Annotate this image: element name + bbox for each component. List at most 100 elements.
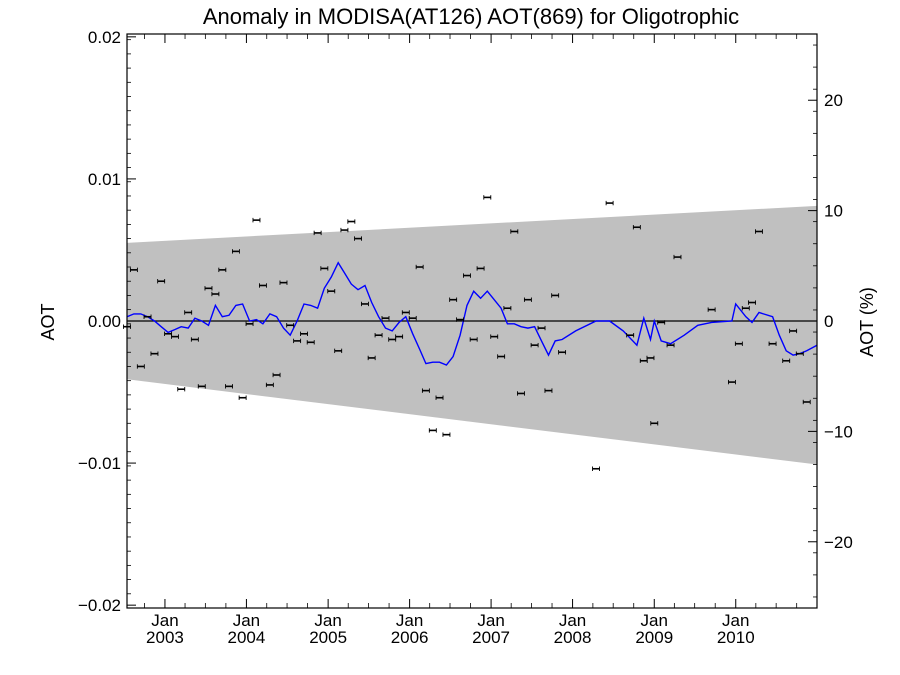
data-point	[347, 219, 356, 224]
data-point	[334, 348, 343, 354]
data-point	[143, 314, 152, 319]
x-tick-label-month: Jan	[396, 611, 423, 630]
data-point	[401, 310, 410, 315]
data-point	[381, 315, 390, 321]
y-tick-label: 0.00	[88, 312, 121, 331]
x-tick-label-year: 2004	[228, 628, 266, 647]
data-point	[782, 358, 791, 363]
smoothed-line-layer	[126, 261, 818, 366]
data-point	[537, 325, 546, 331]
data-point	[300, 331, 308, 336]
data-point	[327, 288, 336, 294]
data-point	[666, 342, 675, 348]
data-point	[802, 399, 811, 405]
uncertainty-band-layer	[127, 205, 817, 465]
data-point	[523, 297, 532, 302]
y2-tick-label: 10	[824, 202, 843, 221]
data-point	[171, 334, 179, 339]
x-tick-label-month: Jan	[722, 611, 749, 630]
data-point	[374, 333, 383, 338]
axes-layer: 0.020.010.00−0.01−0.0220100−10−20Jan2003…	[78, 28, 853, 647]
data-point	[626, 333, 635, 338]
x-tick-label-month: Jan	[233, 611, 260, 630]
data-point	[510, 229, 519, 234]
chart-title: Anomaly in MODISA(AT126) AOT(869) for Ol…	[203, 4, 739, 29]
data-point	[157, 279, 166, 284]
data-point	[197, 384, 206, 389]
x-tick-label-month: Jan	[314, 611, 341, 630]
y2-tick-label: 20	[824, 91, 843, 110]
data-point	[530, 342, 539, 348]
data-point	[755, 229, 763, 234]
data-point	[497, 354, 506, 359]
data-point	[551, 293, 560, 298]
data-point	[367, 355, 376, 361]
data-points-layer	[123, 195, 811, 471]
data-point	[795, 351, 804, 356]
data-point	[727, 379, 736, 385]
y-axis-label-left: AOT	[38, 303, 58, 340]
data-point	[415, 264, 424, 270]
data-point	[428, 428, 437, 433]
data-point	[673, 254, 682, 260]
data-point	[190, 337, 199, 342]
data-point	[184, 310, 193, 315]
data-point	[238, 395, 247, 400]
data-point	[354, 236, 362, 241]
x-tick-label-month: Jan	[477, 611, 504, 630]
data-point	[517, 391, 525, 396]
y-tick-label: 0.01	[88, 170, 121, 189]
data-point	[657, 320, 666, 325]
smoothed-anomaly-line	[126, 261, 818, 366]
data-point	[211, 291, 220, 297]
x-tick-label-year: 2009	[635, 628, 673, 647]
data-point	[734, 341, 743, 346]
data-point	[177, 386, 186, 392]
data-point	[632, 225, 641, 230]
y-axis-label-right: AOT (%)	[857, 287, 877, 357]
data-point	[129, 267, 138, 273]
x-tick-label-year: 2003	[146, 628, 184, 647]
data-point	[293, 338, 302, 344]
data-point	[503, 306, 512, 311]
data-point	[435, 395, 444, 400]
y-tick-label: −0.02	[78, 596, 121, 615]
data-point	[456, 317, 465, 322]
x-tick-label-year: 2010	[717, 628, 755, 647]
data-point	[558, 350, 567, 355]
y-tick-label: 0.02	[88, 28, 121, 47]
y2-tick-label: −20	[824, 533, 853, 552]
data-point	[136, 364, 145, 369]
data-point	[442, 432, 451, 437]
data-point	[421, 388, 430, 393]
data-point	[469, 337, 478, 342]
data-point	[150, 351, 159, 356]
data-point	[252, 217, 261, 223]
data-point	[218, 267, 227, 273]
data-point	[544, 388, 553, 393]
data-point	[490, 334, 499, 339]
data-point	[650, 421, 659, 426]
data-point	[483, 195, 492, 200]
data-point	[408, 315, 417, 321]
data-point	[313, 230, 322, 236]
data-point	[286, 323, 295, 328]
data-point	[463, 273, 471, 278]
y2-tick-label: −10	[824, 422, 853, 441]
data-point	[449, 297, 458, 302]
data-point	[204, 286, 213, 291]
data-point	[741, 306, 750, 311]
data-point	[605, 200, 614, 206]
data-point	[646, 355, 655, 361]
data-point	[476, 266, 485, 271]
data-point	[320, 266, 329, 271]
data-point	[272, 372, 281, 378]
x-tick-label-year: 2006	[391, 628, 429, 647]
data-point	[789, 328, 798, 334]
uncertainty-band	[127, 205, 817, 465]
x-tick-label-month: Jan	[641, 611, 668, 630]
data-point	[768, 341, 777, 346]
data-point	[592, 466, 600, 471]
x-tick-label-year: 2008	[554, 628, 592, 647]
data-point	[707, 307, 716, 312]
